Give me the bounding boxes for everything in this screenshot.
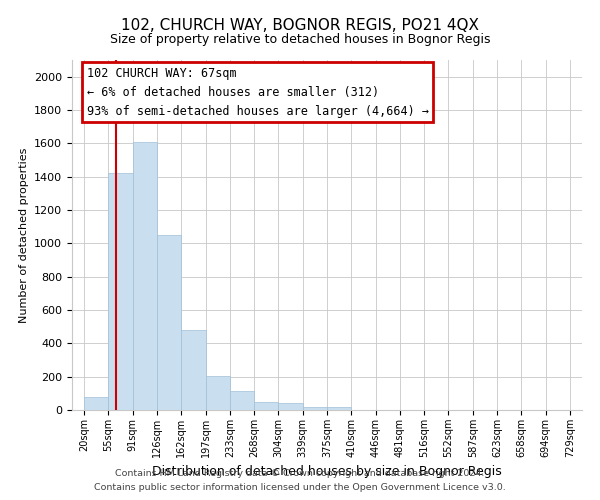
Bar <box>303 406 327 410</box>
Bar <box>109 174 133 410</box>
Y-axis label: Number of detached properties: Number of detached properties <box>19 148 29 322</box>
Text: 102 CHURCH WAY: 67sqm
← 6% of detached houses are smaller (312)
93% of semi-deta: 102 CHURCH WAY: 67sqm ← 6% of detached h… <box>86 66 428 118</box>
Bar <box>230 391 254 410</box>
Bar <box>181 330 206 410</box>
Text: Contains public sector information licensed under the Open Government Licence v3: Contains public sector information licen… <box>94 484 506 492</box>
Bar <box>278 404 303 410</box>
Bar <box>206 376 230 410</box>
Text: Size of property relative to detached houses in Bognor Regis: Size of property relative to detached ho… <box>110 32 490 46</box>
Bar <box>327 406 351 410</box>
Bar <box>254 402 278 410</box>
Bar <box>157 235 181 410</box>
Bar <box>133 142 157 410</box>
X-axis label: Distribution of detached houses by size in Bognor Regis: Distribution of detached houses by size … <box>152 466 502 478</box>
Text: Contains HM Land Registry data © Crown copyright and database right 2024.: Contains HM Land Registry data © Crown c… <box>115 468 485 477</box>
Bar <box>84 396 109 410</box>
Text: 102, CHURCH WAY, BOGNOR REGIS, PO21 4QX: 102, CHURCH WAY, BOGNOR REGIS, PO21 4QX <box>121 18 479 32</box>
